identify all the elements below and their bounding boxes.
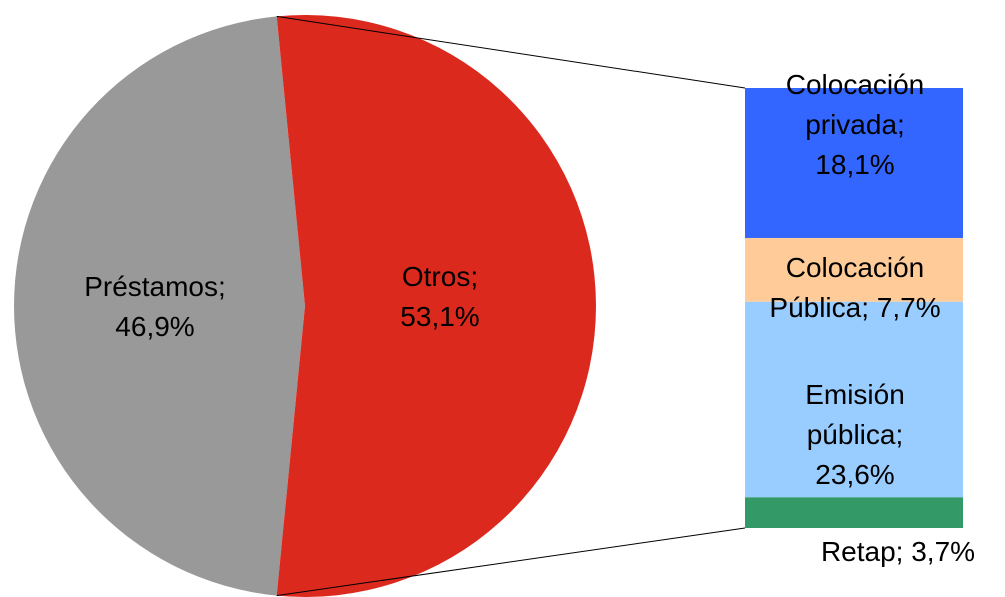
bar-segment — [745, 497, 963, 528]
data-label: Colocación privada; 18,1% — [785, 69, 925, 180]
data-label: Colocación Pública; 7,7% — [769, 252, 941, 323]
bar-segment — [745, 88, 963, 238]
data-label: Retap; 3,7% — [820, 536, 976, 567]
connector-line — [276, 527, 746, 597]
connector-line — [276, 15, 746, 89]
bar-segment — [745, 237, 963, 302]
data-label: Otros; 53,1% — [400, 261, 480, 332]
data-label: Préstamos; 46,9% — [84, 271, 226, 342]
pie-slice — [13, 16, 305, 596]
pie-slice — [276, 15, 596, 597]
bar-segment — [745, 301, 963, 498]
data-label: Emisión pública; 23,6% — [805, 379, 905, 490]
